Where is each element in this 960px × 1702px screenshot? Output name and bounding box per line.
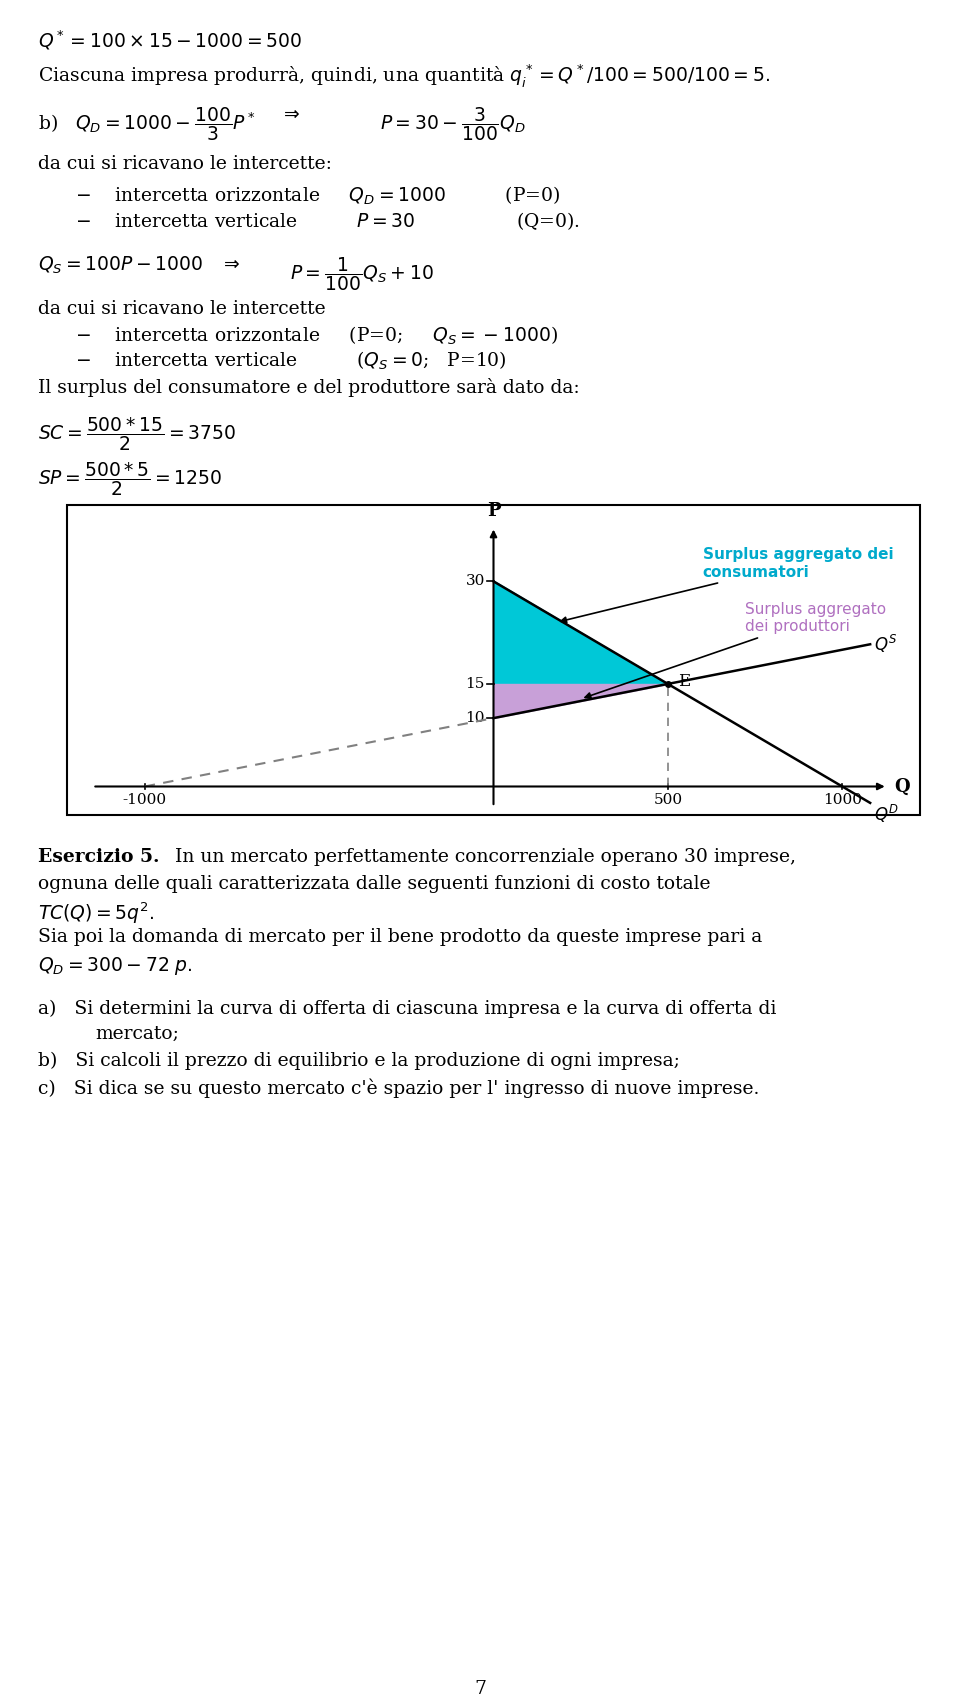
Text: Il surplus del consumatore e del produttore sarà dato da:: Il surplus del consumatore e del produtt… xyxy=(38,378,580,397)
Text: 10: 10 xyxy=(466,711,485,725)
Text: $Q_D= 300 - 72\;p.$: $Q_D= 300 - 72\;p.$ xyxy=(38,955,192,977)
Text: 30: 30 xyxy=(466,574,485,589)
Text: -1000: -1000 xyxy=(123,793,167,807)
Text: ognuna delle quali caratterizzata dalle seguenti funzioni di costo totale: ognuna delle quali caratterizzata dalle … xyxy=(38,875,710,894)
Text: In un mercato perfettamente concorrenziale operano 30 imprese,: In un mercato perfettamente concorrenzia… xyxy=(145,848,796,866)
Text: P: P xyxy=(487,502,500,519)
Text: Esercizio 5.: Esercizio 5. xyxy=(38,848,159,866)
Text: $-$    intercetta orizzontale     $Q_D = 1000$          (P=0): $-$ intercetta orizzontale $Q_D = 1000$ … xyxy=(75,186,561,208)
Text: $Q^* = 100 \times 15 - 1000 = 500$: $Q^* = 100 \times 15 - 1000 = 500$ xyxy=(38,27,302,51)
Text: 15: 15 xyxy=(466,677,485,691)
Text: $TC(Q)= 5q^2.$: $TC(Q)= 5q^2.$ xyxy=(38,900,155,926)
Text: b)   $Q_D = 1000 - \dfrac{100}{3}P^*$: b) $Q_D = 1000 - \dfrac{100}{3}P^*$ xyxy=(38,106,255,143)
Text: Surplus aggregato dei
consumatori: Surplus aggregato dei consumatori xyxy=(561,546,894,623)
Text: $\Rightarrow$: $\Rightarrow$ xyxy=(279,106,300,123)
Text: Ciascuna impresa produrrà, quindi, una quantità $q_i^* = Q^*/100 = 500/100 = 5.$: Ciascuna impresa produrrà, quindi, una q… xyxy=(38,61,770,89)
Text: Q: Q xyxy=(895,778,910,795)
Text: E: E xyxy=(679,674,690,691)
Polygon shape xyxy=(493,684,668,718)
Text: $Q_S = 100P - 1000$: $Q_S = 100P - 1000$ xyxy=(38,255,204,276)
Text: $Q^S$: $Q^S$ xyxy=(874,633,897,655)
Text: da cui si ricavano le intercette:: da cui si ricavano le intercette: xyxy=(38,155,332,174)
Polygon shape xyxy=(493,582,668,684)
Text: $-$    intercetta orizzontale     (P=0;     $Q_S = -1000$): $-$ intercetta orizzontale (P=0; $Q_S = … xyxy=(75,325,558,347)
Text: Surplus aggregato
dei produttori: Surplus aggregato dei produttori xyxy=(585,603,886,698)
Text: da cui si ricavano le intercette: da cui si ricavano le intercette xyxy=(38,300,325,318)
Text: $-$    intercetta verticale          ($Q_S = 0$;   P=10): $-$ intercetta verticale ($Q_S = 0$; P=1… xyxy=(75,351,507,373)
Text: $SP = \dfrac{500 * 5}{2} = 1250$: $SP = \dfrac{500 * 5}{2} = 1250$ xyxy=(38,460,223,499)
Text: 500: 500 xyxy=(654,793,683,807)
Bar xyxy=(67,505,920,815)
Text: $Q^D$: $Q^D$ xyxy=(874,803,899,825)
Text: $P = 30 - \dfrac{3}{100}Q_D$: $P = 30 - \dfrac{3}{100}Q_D$ xyxy=(380,106,525,143)
Text: $-$    intercetta verticale          $P = 30$                 (Q=0).: $-$ intercetta verticale $P = 30$ (Q=0). xyxy=(75,209,580,231)
Text: 1000: 1000 xyxy=(823,793,862,807)
Text: $SC = \dfrac{500 * 15}{2} = 3750$: $SC = \dfrac{500 * 15}{2} = 3750$ xyxy=(38,415,236,453)
Text: b)   Si calcoli il prezzo di equilibrio e la produzione di ogni impresa;: b) Si calcoli il prezzo di equilibrio e … xyxy=(38,1052,680,1071)
Text: Sia poi la domanda di mercato per il bene prodotto da queste imprese pari a: Sia poi la domanda di mercato per il ben… xyxy=(38,928,762,946)
Text: $\Rightarrow$: $\Rightarrow$ xyxy=(220,255,240,272)
Text: mercato;: mercato; xyxy=(95,1025,179,1043)
Text: c)   Si dica se su questo mercato c'è spazio per l' ingresso di nuove imprese.: c) Si dica se su questo mercato c'è spaz… xyxy=(38,1077,759,1098)
Text: $P = \dfrac{1}{100}Q_S + 10$: $P = \dfrac{1}{100}Q_S + 10$ xyxy=(290,255,434,293)
Text: a)   Si determini la curva di offerta di ciascuna impresa e la curva di offerta : a) Si determini la curva di offerta di c… xyxy=(38,1001,777,1018)
Text: 7: 7 xyxy=(474,1680,486,1699)
